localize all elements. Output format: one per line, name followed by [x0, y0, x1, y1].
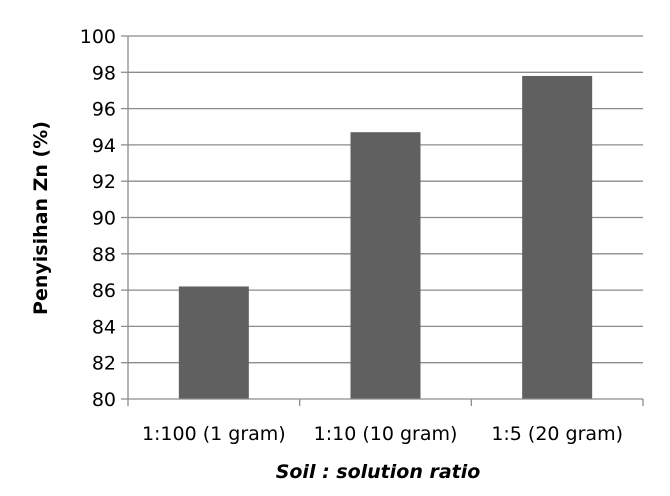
- y-tick-label: 98: [92, 62, 116, 84]
- y-tick-labels: 80 82 84 86 88 90 92 94 96 98 100: [80, 26, 116, 411]
- bars: [178, 75, 593, 400]
- y-axis-title: Penyisihan Zn (%): [30, 121, 52, 315]
- y-tick-label: 86: [92, 280, 116, 302]
- bar: [522, 75, 593, 400]
- y-tick-label: 80: [92, 389, 116, 411]
- bar: [178, 286, 249, 399]
- y-tick-label: 90: [92, 208, 116, 230]
- y-tick-label: 88: [92, 244, 116, 266]
- x-category-labels: 1:100 (1 gram) 1:10 (10 gram) 1:5 (20 gram…: [142, 423, 623, 445]
- y-tick-label: 96: [92, 99, 116, 121]
- bar: [350, 132, 421, 399]
- y-tick-label: 82: [92, 353, 116, 375]
- y-tick-label: 92: [92, 171, 116, 193]
- x-category-label: 1:10 (10 gram): [314, 423, 458, 445]
- x-category-label: 1:100 (1 gram): [142, 423, 286, 445]
- y-tick-label: 94: [92, 135, 116, 157]
- y-tick-label: 84: [92, 316, 116, 338]
- axes: [121, 35, 644, 406]
- y-tick-label: 100: [80, 26, 116, 48]
- x-axis-title: Soil : solution ratio: [276, 461, 481, 483]
- x-category-label: 1:5 (20 gram): [491, 423, 623, 445]
